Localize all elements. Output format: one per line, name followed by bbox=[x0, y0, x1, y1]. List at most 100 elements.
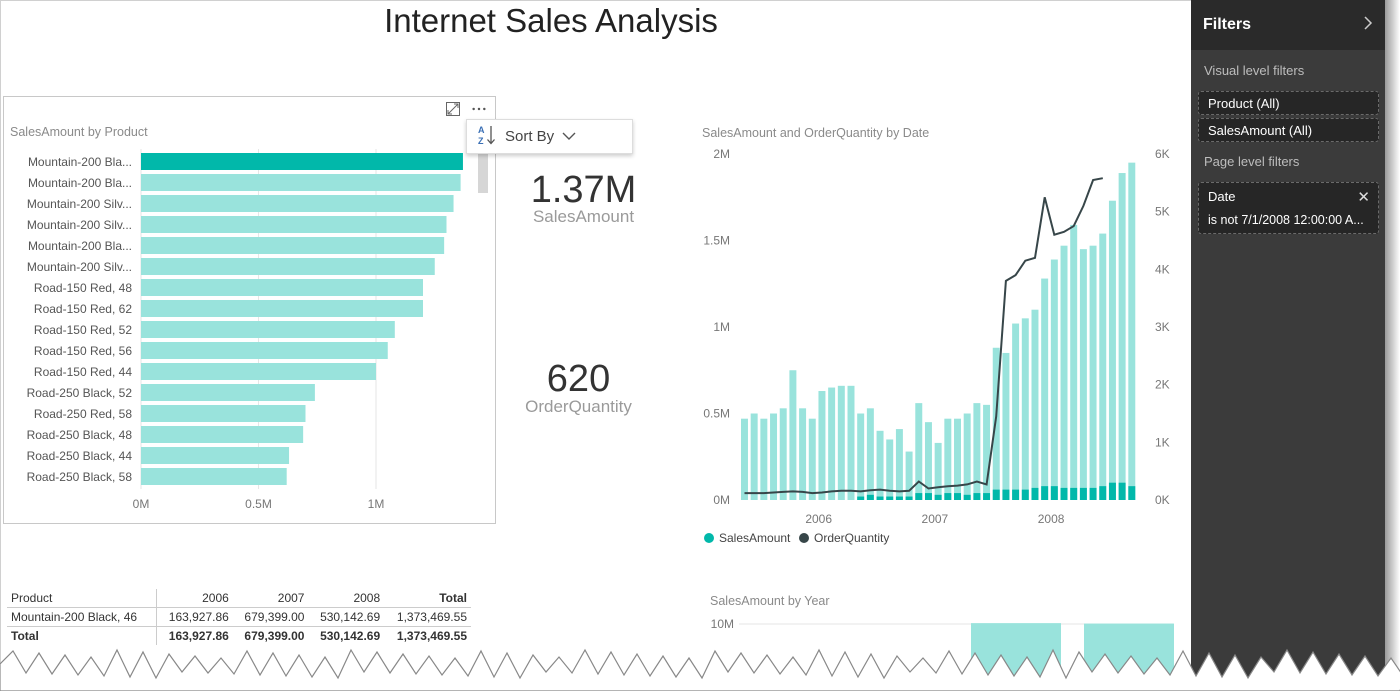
category-label: Road-250 Black, 52 bbox=[27, 386, 133, 400]
bar-highlight bbox=[1060, 487, 1068, 500]
bar bbox=[141, 195, 454, 212]
bar bbox=[141, 426, 304, 443]
y-tick-label-right: 4K bbox=[1155, 262, 1170, 276]
bar-highlight bbox=[983, 493, 991, 500]
report-title: Internet Sales Analysis bbox=[384, 2, 718, 39]
sales-matrix-table: Product 2006 2007 2008 Total Mountain-20… bbox=[7, 589, 471, 645]
bar-highlight bbox=[963, 494, 971, 500]
filter-product[interactable]: Product (All) bbox=[1198, 91, 1379, 115]
bar bbox=[837, 385, 845, 500]
bar-highlight bbox=[954, 493, 961, 500]
bar bbox=[141, 153, 463, 170]
legend-marker bbox=[799, 533, 809, 543]
filter-date-condition: is not 7/1/2008 12:00:00 A... bbox=[1208, 213, 1364, 227]
scrollbar-thumb[interactable] bbox=[478, 153, 488, 193]
bar bbox=[141, 468, 287, 485]
category-label: Road-250 Black, 58 bbox=[27, 470, 133, 484]
y-tick-label-right: 0K bbox=[1155, 493, 1170, 507]
bar bbox=[963, 413, 971, 500]
bar bbox=[1031, 309, 1039, 500]
table-cell: 679,399.00 bbox=[244, 610, 305, 624]
bar bbox=[915, 403, 923, 500]
bar bbox=[779, 408, 787, 500]
category-label: Road-150 Red, 48 bbox=[34, 281, 132, 295]
bar bbox=[770, 413, 778, 500]
bar bbox=[750, 413, 758, 500]
column-header[interactable]: 2006 bbox=[156, 589, 233, 608]
category-label: Mountain-200 Bla... bbox=[28, 176, 132, 190]
table-cell: 1,373,469.55 bbox=[384, 626, 471, 645]
bar-highlight bbox=[1108, 482, 1116, 500]
bar bbox=[857, 413, 865, 500]
svg-text:Z: Z bbox=[478, 136, 484, 146]
bar bbox=[934, 442, 942, 500]
bar-highlight bbox=[1002, 489, 1010, 500]
bar bbox=[895, 429, 903, 500]
bar bbox=[760, 418, 768, 500]
chevron-right-icon[interactable] bbox=[1363, 15, 1373, 36]
bar bbox=[141, 216, 447, 233]
legend-label: OrderQuantity bbox=[814, 531, 889, 545]
visual-header-icons bbox=[445, 101, 487, 117]
torn-edge bbox=[0, 648, 1400, 691]
x-tick-label: 2007 bbox=[922, 512, 949, 526]
table-cell: 163,927.86 bbox=[156, 626, 233, 645]
filters-title: Filters bbox=[1203, 16, 1252, 33]
table-header-row: Product 2006 2007 2008 Total bbox=[7, 589, 471, 608]
filter-date[interactable]: Date ✕ is not 7/1/2008 12:00:00 A... bbox=[1198, 182, 1379, 234]
bar bbox=[1012, 323, 1020, 500]
close-icon[interactable]: ✕ bbox=[1357, 189, 1370, 206]
bar-chart-plot: 0M 0.5M 1M Mountain-200 Bla... Mountain-200 … bbox=[27, 149, 488, 511]
bar bbox=[808, 418, 816, 500]
sales-by-product-visual[interactable]: SalesAmount by Product 0M 0.5M 1M Mountain-… bbox=[3, 96, 496, 524]
sort-az-icon: A Z bbox=[477, 124, 497, 150]
legend-label: SalesAmount bbox=[719, 531, 791, 545]
y-tick-label-left: 1M bbox=[713, 320, 730, 334]
visual-title: SalesAmount by Product bbox=[10, 125, 148, 139]
x-tick-label: 2006 bbox=[805, 512, 832, 526]
table-total-row: Total 163,927.86 679,399.00 530,142.69 1… bbox=[7, 626, 471, 645]
bar bbox=[1060, 245, 1068, 500]
bar-highlight bbox=[1050, 486, 1058, 500]
bar bbox=[944, 418, 952, 500]
bar bbox=[973, 403, 981, 500]
category-label: Mountain-200 Bla... bbox=[28, 239, 132, 253]
bar-highlight bbox=[973, 493, 981, 500]
column-header[interactable]: Product bbox=[7, 589, 158, 608]
bar bbox=[1021, 318, 1029, 500]
category-label: Road-150 Red, 56 bbox=[34, 344, 132, 358]
bar bbox=[847, 385, 855, 500]
bar bbox=[141, 405, 306, 422]
year-chart-title: SalesAmount by Year bbox=[710, 594, 830, 608]
category-label: Road-250 Red, 58 bbox=[34, 407, 132, 421]
more-options-icon[interactable] bbox=[471, 101, 487, 117]
page-edge-shadow bbox=[1385, 0, 1400, 691]
bar-highlight bbox=[924, 493, 932, 500]
bar bbox=[905, 451, 913, 500]
column-header[interactable]: 2007 bbox=[232, 589, 309, 608]
y-tick-label-right: 3K bbox=[1155, 320, 1170, 334]
table-cell: 679,399.00 bbox=[232, 626, 309, 645]
bar bbox=[141, 321, 395, 338]
bar bbox=[1108, 200, 1116, 500]
y-tick-label-left: 0M bbox=[713, 493, 730, 507]
bar bbox=[141, 174, 461, 191]
bar-highlight bbox=[992, 489, 1000, 500]
category-label: Road-150 Red, 44 bbox=[34, 365, 132, 379]
sales-amount-card-label: SalesAmount bbox=[532, 207, 635, 226]
y-tick-label-right: 2K bbox=[1155, 378, 1170, 392]
table-cell: 530,142.69 bbox=[308, 626, 385, 645]
bar-highlight bbox=[876, 496, 884, 500]
bar-highlight bbox=[944, 493, 952, 500]
bar bbox=[924, 422, 932, 500]
table-cell: Total bbox=[7, 626, 158, 645]
bar bbox=[1128, 162, 1136, 500]
column-header[interactable]: 2008 bbox=[308, 589, 385, 608]
bar-highlight bbox=[1012, 489, 1020, 500]
table-cell: 163,927.86 bbox=[168, 610, 229, 624]
filters-pane: Filters Visual level filters Product (Al… bbox=[1191, 0, 1385, 691]
filter-sales-amount[interactable]: SalesAmount (All) bbox=[1198, 118, 1379, 142]
column-header[interactable]: Total bbox=[384, 589, 471, 608]
sort-by-menu[interactable]: A Z Sort By bbox=[466, 119, 633, 154]
focus-mode-icon[interactable] bbox=[445, 101, 461, 117]
